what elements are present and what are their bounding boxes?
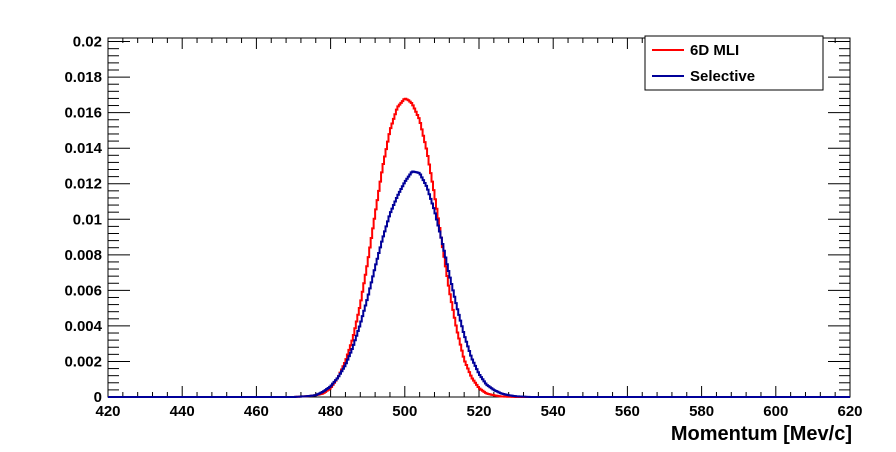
x-tick-label: 560 <box>615 403 640 420</box>
axis-ticks <box>107 38 851 398</box>
x-tick-label: 500 <box>392 403 417 420</box>
y-tick-label: 0.006 <box>64 282 102 299</box>
y-tick-label: 0.008 <box>64 247 102 264</box>
series-lines <box>108 97 850 398</box>
series-line-selective <box>108 170 850 398</box>
y-tick-label: 0 <box>94 389 102 406</box>
y-tick-label: 0.012 <box>64 176 102 193</box>
y-tick-label: 0.014 <box>64 140 102 157</box>
x-tick-label: 520 <box>466 403 491 420</box>
x-tick-label: 460 <box>244 403 269 420</box>
x-tick-label: 540 <box>541 403 566 420</box>
x-axis-title: Momentum [Mev/c] <box>671 423 852 445</box>
series-line-6d-mli <box>108 97 850 398</box>
plot-frame <box>107 37 851 398</box>
y-tick-label: 0.01 <box>73 211 102 228</box>
x-tick-label: 480 <box>318 403 343 420</box>
legend-label-selective: Selective <box>690 68 755 85</box>
y-tick-label: 0.016 <box>64 105 102 122</box>
legend-box <box>644 35 824 91</box>
y-tick-label: 0.018 <box>64 69 102 86</box>
legend-label-6d-mli: 6D MLI <box>690 42 739 59</box>
x-tick-label: 620 <box>837 403 862 420</box>
y-tick-label: 0.02 <box>73 34 102 51</box>
x-tick-label: 580 <box>689 403 714 420</box>
x-tick-label: 600 <box>763 403 788 420</box>
x-tick-label: 420 <box>95 403 120 420</box>
legend: 6D MLI Selective <box>644 35 824 91</box>
axis-tick-labels: 420 440 460 480 500 520 540 560 580 600 620 0 0.002 0… <box>64 34 862 420</box>
y-tick-label: 0.002 <box>64 353 102 370</box>
y-tick-label: 0.004 <box>64 318 102 335</box>
x-tick-label: 440 <box>170 403 195 420</box>
